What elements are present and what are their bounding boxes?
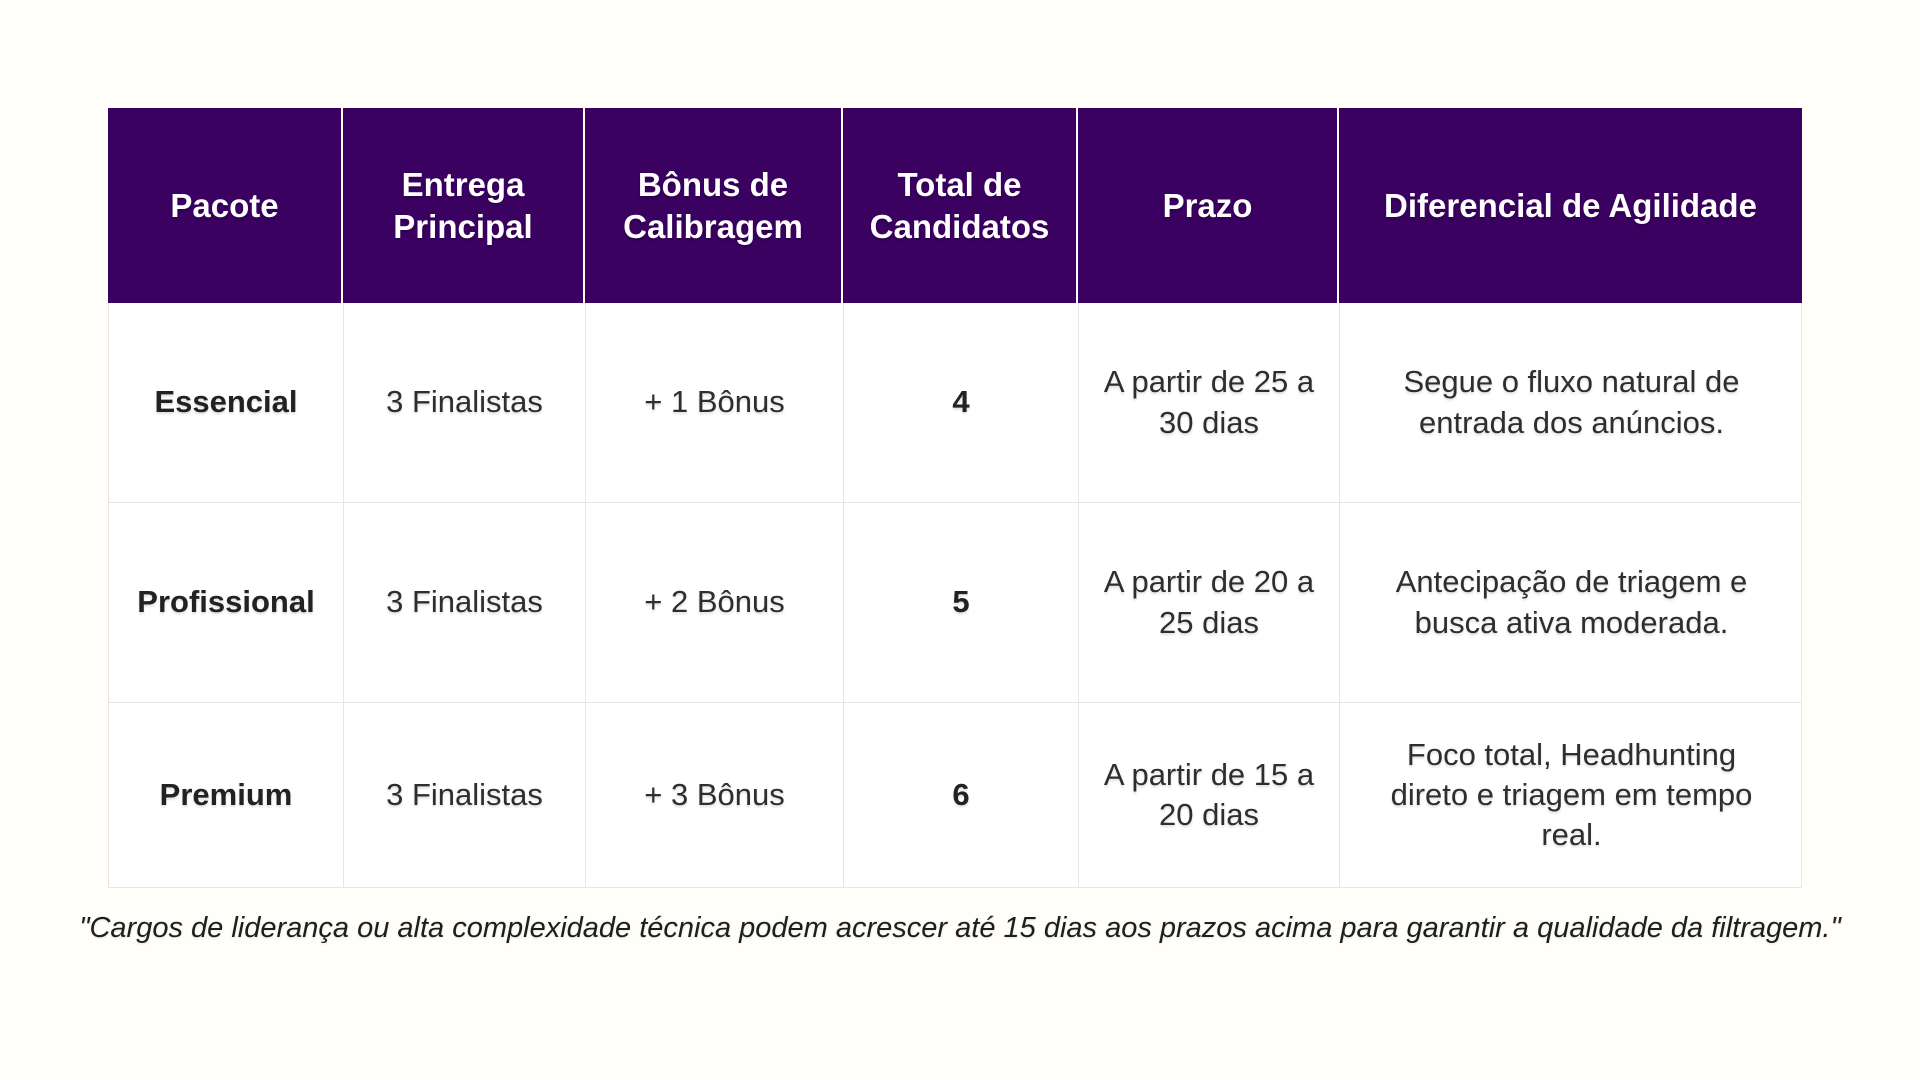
column-header-diferencial-agilidade: Diferencial de Agilidade <box>1339 108 1802 303</box>
cell-prazo-text: A partir de 25 a 30 dias <box>1103 364 1315 440</box>
cell-entrega-principal: 3 Finalistas <box>344 303 586 502</box>
cell-diferencial-agilidade: Foco total, Headhunting direto e triagem… <box>1340 703 1803 887</box>
cell-bonus-calibragem: + 2 Bônus <box>586 503 844 702</box>
column-header-label: Prazo <box>1162 186 1253 224</box>
cell-pacote: Essencial <box>109 303 344 502</box>
column-header-label: Diferencial de Agilidade <box>1384 186 1757 224</box>
column-header-total-candidatos: Total de Candidatos <box>843 108 1078 303</box>
cell-bonus-calibragem: + 1 Bônus <box>586 303 844 502</box>
column-header-label: Bônus de Calibragem <box>623 166 803 245</box>
table-row-essencial: Essencial 3 Finalistas + 1 Bônus 4 A par… <box>109 303 1801 503</box>
column-header-bonus-calibragem: Bônus de Calibragem <box>585 108 843 303</box>
column-header-pacote: Pacote <box>108 108 343 303</box>
cell-pacote: Profissional <box>109 503 344 702</box>
column-header-label: Total de Candidatos <box>869 166 1050 245</box>
column-header-entrega-principal: Entrega Principal <box>343 108 585 303</box>
cell-prazo-text: A partir de 20 a 25 dias <box>1103 564 1315 640</box>
table-row-premium: Premium 3 Finalistas + 3 Bônus 6 A parti… <box>109 703 1801 887</box>
cell-total-candidatos: 6 <box>844 703 1079 887</box>
column-header-label: Pacote <box>170 186 279 224</box>
cell-prazo: A partir de 20 a 25 dias <box>1079 503 1340 702</box>
cell-bonus-calibragem: + 3 Bônus <box>586 703 844 887</box>
pricing-table: Pacote Entrega Principal Bônus de Calibr… <box>108 108 1802 888</box>
cell-prazo: A partir de 25 a 30 dias <box>1079 303 1340 502</box>
cell-prazo-text: A partir de 15 a 20 dias <box>1103 756 1315 832</box>
cell-diferencial-text: Segue o fluxo natural de entrada dos anú… <box>1403 364 1740 440</box>
cell-pacote: Premium <box>109 703 344 887</box>
table-body: Essencial 3 Finalistas + 1 Bônus 4 A par… <box>108 303 1802 888</box>
table-row-profissional: Profissional 3 Finalistas + 2 Bônus 5 A … <box>109 503 1801 703</box>
column-header-prazo: Prazo <box>1078 108 1339 303</box>
cell-diferencial-agilidade: Segue o fluxo natural de entrada dos anú… <box>1340 303 1803 502</box>
column-header-label: Entrega Principal <box>393 166 533 245</box>
cell-total-candidatos: 5 <box>844 503 1079 702</box>
table-header-row: Pacote Entrega Principal Bônus de Calibr… <box>108 108 1802 303</box>
cell-diferencial-text: Antecipação de triagem e busca ativa mod… <box>1395 564 1748 640</box>
cell-prazo: A partir de 15 a 20 dias <box>1079 703 1340 887</box>
footnote-text: "Cargos de liderança ou alta complexidad… <box>79 912 1841 944</box>
cell-total-candidatos: 4 <box>844 303 1079 502</box>
cell-diferencial-agilidade: Antecipação de triagem e busca ativa mod… <box>1340 503 1803 702</box>
cell-entrega-principal: 3 Finalistas <box>344 503 586 702</box>
cell-diferencial-text: Foco total, Headhunting direto e triagem… <box>1390 736 1753 853</box>
cell-entrega-principal: 3 Finalistas <box>344 703 586 887</box>
